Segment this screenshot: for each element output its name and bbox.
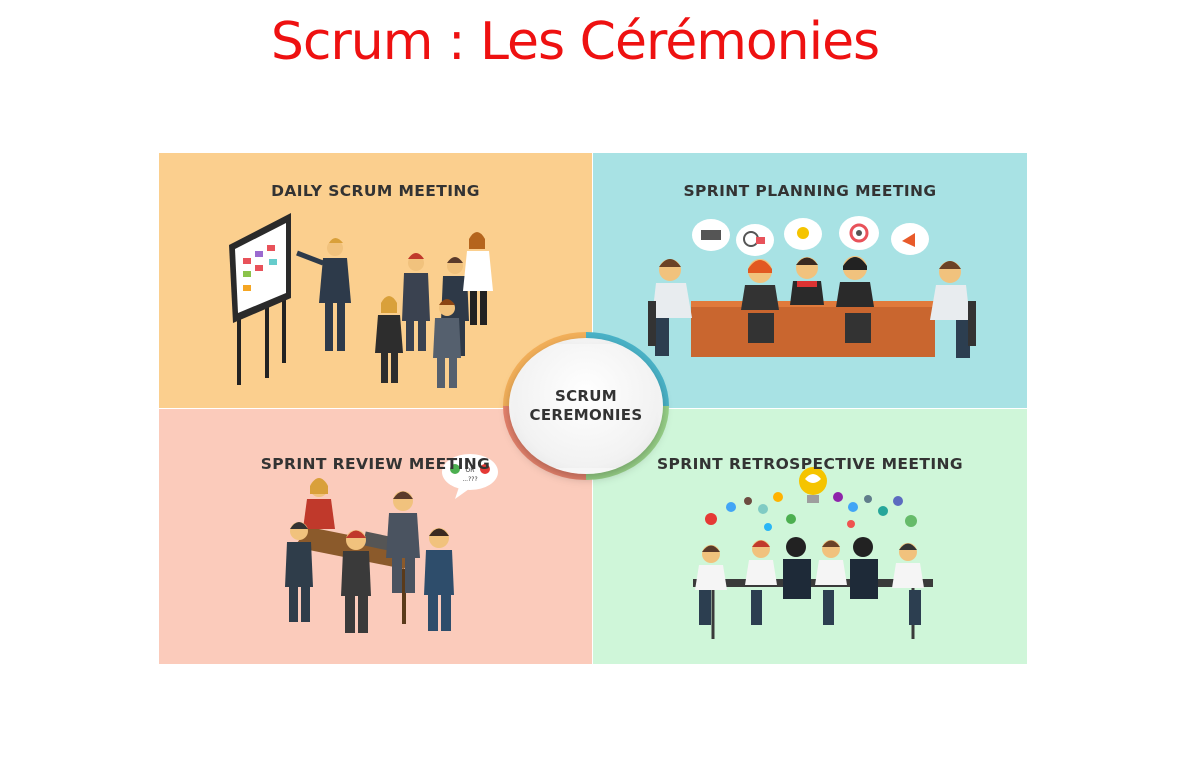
label-sprint-retrospective: SPRINT RETROSPECTIVE MEETING (656, 455, 964, 473)
scrum-ceremonies-diagram: DAILY SCRUM MEETING (159, 153, 1027, 664)
daily-scrum-illustration (229, 213, 493, 388)
presenter-figure (296, 238, 351, 351)
center-text-line2: CEREMONIES (529, 406, 643, 424)
team-figures (375, 232, 493, 388)
idea-bubbles-icon (692, 216, 929, 256)
speech-bubble-icon: OR ...??? (442, 454, 498, 499)
brain-lightbulb-icon (799, 467, 827, 503)
whiteboard-icon (229, 213, 291, 385)
slide-title: Scrum : Les Cérémonies (270, 12, 880, 72)
bubble-question-text: ...??? (462, 476, 477, 483)
sprint-review-illustration: OR ...??? (285, 454, 498, 633)
retro-team-figures (695, 537, 924, 625)
label-sprint-review: SPRINT REVIEW MEETING (260, 455, 491, 473)
center-circle: SCRUM CEREMONIES (509, 338, 663, 474)
quadrant-sprint-planning: SPRINT PLANNING MEETING (593, 153, 1027, 408)
quadrant-daily-scrum: DAILY SCRUM MEETING (159, 153, 592, 408)
quadrant-sprint-retrospective: SPRINT RETROSPECTIVE MEETING (593, 409, 1027, 664)
center-text: SCRUM CEREMONIES (530, 387, 643, 425)
label-sprint-planning: SPRINT PLANNING MEETING (683, 182, 937, 200)
sprint-retrospective-illustration (693, 467, 933, 639)
label-daily-scrum: DAILY SCRUM MEETING (271, 182, 480, 200)
bubble-or-text: OR (466, 467, 475, 474)
planning-team-figures (648, 256, 976, 358)
sprint-planning-illustration (648, 216, 976, 358)
review-team-figures (285, 478, 454, 633)
retro-table (693, 579, 933, 587)
meeting-table (691, 305, 935, 357)
idea-icons-cloud (705, 492, 917, 531)
center-text-line1: SCRUM (555, 387, 617, 405)
